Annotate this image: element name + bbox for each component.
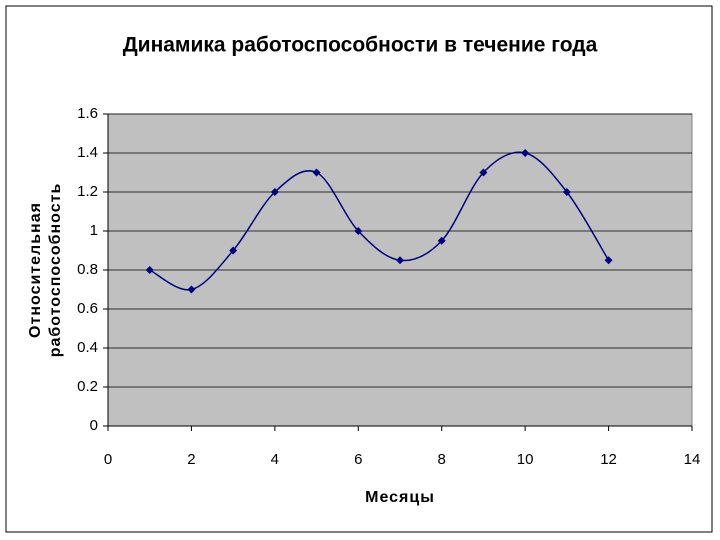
x-tick-label: 2 (187, 451, 195, 468)
marker (187, 285, 196, 294)
y-tick-label: 1.6 (77, 105, 98, 122)
marker (312, 168, 321, 177)
marker (604, 256, 613, 265)
y-tick-label: 1.4 (77, 144, 98, 161)
y-tick-label: 0.2 (77, 378, 98, 395)
y-tick-label: 1 (90, 222, 98, 239)
marker (354, 227, 363, 235)
y-axis-label: Относительная (27, 202, 44, 338)
x-tick-label: 4 (271, 451, 279, 468)
y-tick-label: 0.4 (77, 339, 98, 356)
x-tick-label: 12 (600, 451, 617, 468)
marker (437, 236, 446, 245)
y-axis-label: работоспособность (47, 183, 64, 358)
y-tick-label: 1.2 (77, 183, 98, 200)
marker (562, 188, 571, 196)
y-tick-label: 0.6 (77, 300, 98, 317)
marker (521, 149, 530, 157)
x-tick-label: 8 (438, 451, 446, 468)
marker (270, 188, 279, 196)
marker (145, 266, 154, 274)
x-tick-label: 10 (517, 451, 534, 468)
chart-title: Динамика работоспособности в течение год… (123, 34, 598, 57)
y-tick-label: 0.8 (77, 261, 98, 278)
marker (479, 168, 488, 177)
x-axis-label: Месяцы (365, 489, 435, 506)
x-tick-label: 6 (354, 451, 362, 468)
marker (396, 256, 404, 265)
x-tick-label: 14 (684, 451, 701, 468)
x-tick-label: 0 (104, 451, 112, 468)
marker (229, 246, 238, 255)
y-tick-label: 0 (90, 417, 98, 434)
